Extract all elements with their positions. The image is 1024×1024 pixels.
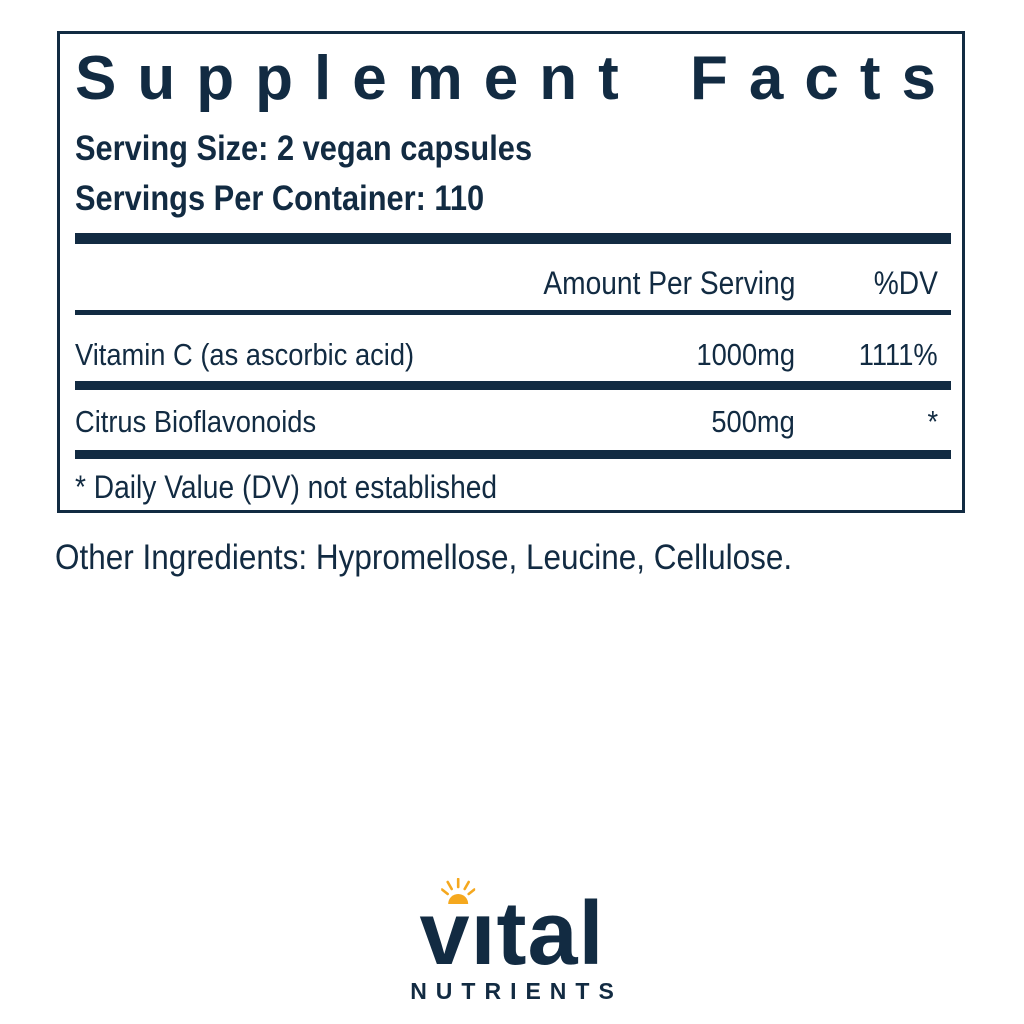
nutrient-row-citrus-bioflavonoids: Citrus Bioflavonoids 500mg *: [60, 401, 962, 443]
nutrient-name: Vitamin C (as ascorbic acid): [75, 337, 415, 372]
servings-per-container-line: Servings Per Container: 110: [75, 179, 485, 218]
nutrient-amount: 500mg: [711, 404, 795, 439]
dv-footnote: * Daily Value (DV) not established: [75, 469, 498, 505]
dv-header: %DV: [873, 265, 938, 301]
row-divider-2: [75, 450, 951, 459]
nutrient-dv: *: [927, 404, 938, 439]
amount-per-serving-header: Amount Per Serving: [543, 265, 795, 301]
brand-wordmark: vıtal: [419, 884, 605, 984]
table-header-row: Amount Per Serving %DV: [60, 262, 962, 304]
nutrient-row-vitamin-c: Vitamin C (as ascorbic acid) 1000mg 1111…: [60, 334, 962, 376]
nutrient-dv: 1111%: [859, 337, 938, 372]
sun-icon: [441, 878, 476, 904]
row-divider-1: [75, 381, 951, 390]
serving-size-line: Serving Size: 2 vegan capsules: [75, 129, 533, 168]
header-divider: [75, 310, 951, 315]
other-ingredients-text: Other Ingredients: Hypromellose, Leucine…: [55, 538, 793, 577]
supplement-facts-panel: Supplement Facts Serving Size: 2 vegan c…: [57, 31, 965, 513]
brand-subtext: NUTRIENTS: [410, 978, 623, 1004]
brand-logo: vıtal NUTRIENTS: [401, 878, 623, 1005]
panel-title: Supplement Facts: [75, 44, 957, 113]
nutrient-amount: 1000mg: [696, 337, 795, 372]
thick-divider-top: [75, 233, 951, 244]
nutrient-name: Citrus Bioflavonoids: [75, 404, 317, 439]
